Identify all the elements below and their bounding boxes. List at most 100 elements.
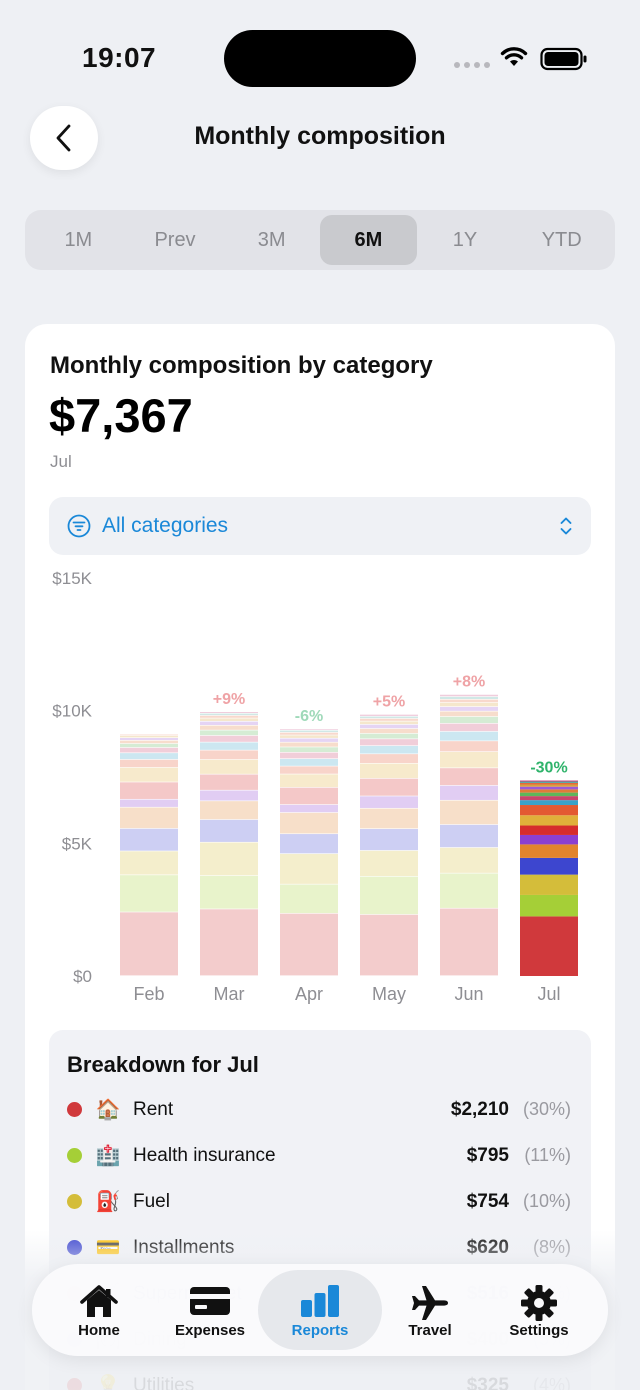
bar-feb[interactable] <box>120 734 178 976</box>
category-label: Rent <box>133 1099 174 1120</box>
tab-home[interactable]: Home <box>43 1270 155 1350</box>
bar-segment <box>440 785 498 800</box>
bar-segment <box>440 699 498 703</box>
bar-segment <box>440 731 498 741</box>
bar-segment <box>120 807 178 829</box>
period-option-3m[interactable]: 3M <box>257 228 286 251</box>
y-tick-label: $0 <box>73 967 92 986</box>
bar-segment <box>200 909 258 976</box>
breakdown-row[interactable]: ⛽ Fuel $754 (10%) <box>49 1181 591 1221</box>
bar-segment <box>280 884 338 914</box>
tab-settings[interactable]: Settings <box>483 1270 595 1350</box>
bar-jul[interactable] <box>520 780 578 976</box>
category-percent: (10%) <box>522 1191 571 1211</box>
bar-segment <box>360 728 418 734</box>
tab-reports[interactable]: Reports <box>258 1270 382 1350</box>
x-tick-label: Mar <box>214 984 245 1004</box>
bar-segment <box>200 819 258 842</box>
bar-segment <box>200 730 258 736</box>
bar-segment <box>440 824 498 848</box>
tab-bar: Home Expenses Reports Travel Settings <box>32 1264 608 1356</box>
bar-segment <box>120 875 178 912</box>
battery-icon <box>540 47 587 71</box>
breakdown-title: Breakdown for Jul <box>67 1052 259 1077</box>
house-icon <box>43 1284 155 1320</box>
category-emoji-icon: ⛽ <box>95 1191 121 1213</box>
bar-segment <box>440 723 498 732</box>
bar-segment <box>360 808 418 829</box>
bar-segment <box>520 825 578 835</box>
category-color-dot <box>67 1194 82 1209</box>
bar-segment <box>360 724 418 729</box>
period-option-6m[interactable]: 6M <box>320 215 417 265</box>
tab-label: Expenses <box>174 1322 246 1339</box>
bar-segment <box>280 774 338 788</box>
x-tick-label: May <box>372 984 406 1004</box>
bar-segment <box>360 754 418 764</box>
bar-segment <box>520 805 578 816</box>
card-total: $7,367 <box>49 389 193 442</box>
bar-segment <box>440 768 498 786</box>
chevron-up-down-icon <box>560 517 572 535</box>
card-title: Monthly composition by category <box>50 352 433 379</box>
bar-segment <box>440 847 498 873</box>
bar-segment <box>440 702 498 707</box>
nav-header: Monthly composition <box>0 100 640 176</box>
bar-segment <box>280 735 338 738</box>
period-option-ytd[interactable]: YTD <box>541 228 582 251</box>
bar-segment <box>520 894 578 917</box>
period-option-prev[interactable]: Prev <box>154 228 196 251</box>
category-label: Health insurance <box>133 1145 276 1166</box>
bar-segment <box>440 716 498 724</box>
wifi-icon <box>500 47 528 66</box>
x-tick-label: Feb <box>133 984 164 1004</box>
tab-travel[interactable]: Travel <box>374 1270 486 1350</box>
tab-expenses[interactable]: Expenses <box>154 1270 266 1350</box>
category-label: Fuel <box>133 1191 170 1212</box>
status-time: 19:07 <box>82 42 157 73</box>
bar-segment <box>120 851 178 875</box>
bar-segment <box>120 782 178 799</box>
bar-segment <box>200 718 258 722</box>
bar-segment <box>200 715 258 718</box>
back-button[interactable] <box>30 106 98 170</box>
breakdown-row[interactable]: 🏠 Rent $2,210 (30%) <box>49 1089 591 1129</box>
bar-segment <box>200 742 258 750</box>
y-tick-label: $15K <box>52 569 92 588</box>
bar-segment <box>360 745 418 754</box>
bar-segment <box>120 799 178 807</box>
period-option-1m[interactable]: 1M <box>64 228 93 251</box>
bar-segment <box>520 784 578 787</box>
tab-label: Home <box>78 1322 120 1339</box>
bar-segment <box>200 713 258 716</box>
bar-segment <box>520 815 578 826</box>
airplane-icon <box>374 1284 486 1322</box>
card-month: Jul <box>50 452 72 471</box>
bar-segment <box>520 782 578 785</box>
bar-mar[interactable] <box>200 711 258 976</box>
category-amount: $795 <box>466 1145 509 1166</box>
category-percent: (30%) <box>522 1099 571 1119</box>
bar-jun[interactable] <box>440 694 498 976</box>
category-filter-select[interactable]: All categories <box>49 497 591 555</box>
period-option-1y[interactable]: 1Y <box>452 228 478 251</box>
bar-segment <box>200 711 258 713</box>
bar-segment <box>520 792 578 797</box>
change-label: -6% <box>295 708 323 725</box>
bar-segment <box>280 812 338 834</box>
bar-segment <box>120 747 178 753</box>
bar-segment <box>280 913 338 976</box>
x-tick-label: Jun <box>454 984 483 1004</box>
bar-apr[interactable] <box>280 729 338 976</box>
breakdown-row[interactable]: 🏥 Health insurance $795 (11%) <box>49 1135 591 1175</box>
bar-segment <box>200 875 258 909</box>
bar-segment <box>440 873 498 908</box>
bar-segment <box>280 752 338 759</box>
signal-dots-icon <box>454 62 490 68</box>
bar-segment <box>440 751 498 768</box>
change-label: +8% <box>453 674 485 691</box>
bar-segment <box>280 834 338 854</box>
bar-may[interactable] <box>360 714 418 976</box>
bar-segment <box>200 735 258 742</box>
dynamic-island <box>224 30 416 87</box>
